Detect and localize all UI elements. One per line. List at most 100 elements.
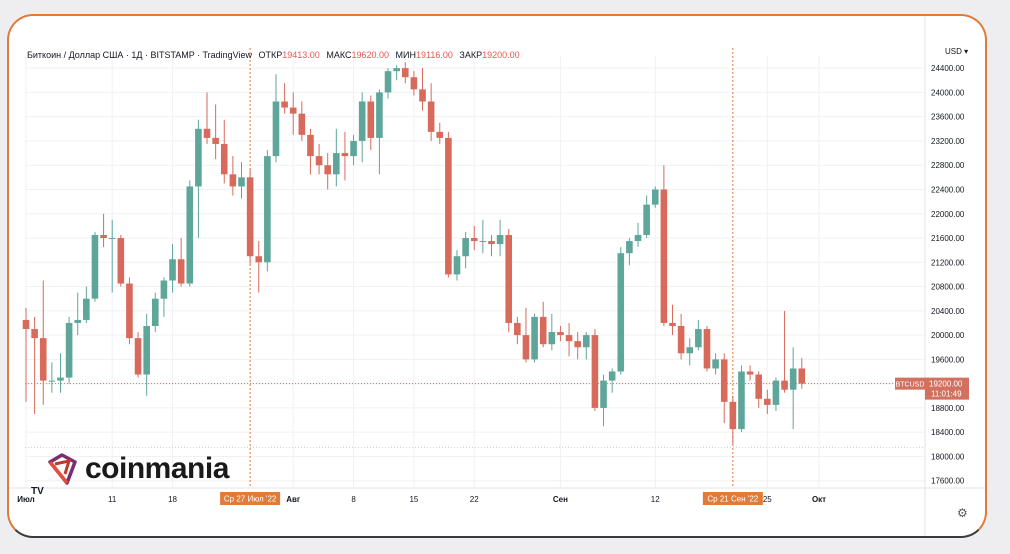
candle-body[interactable]	[298, 113, 306, 135]
candle-body[interactable]	[152, 298, 159, 326]
candle-body[interactable]	[772, 380, 780, 405]
candle-body[interactable]	[48, 380, 56, 382]
price-chart[interactable]: 24400.00 24000.00 23600.00 23200.00 22800.00…	[9, 16, 985, 536]
candle-body[interactable]	[350, 140, 357, 157]
candle-body[interactable]	[634, 234, 642, 242]
candle-body[interactable]	[720, 359, 728, 402]
candle-body[interactable]	[83, 298, 90, 320]
candle-body[interactable]	[755, 374, 762, 399]
candle-body[interactable]	[453, 256, 461, 275]
candle-body[interactable]	[712, 359, 719, 369]
candle-body[interactable]	[462, 238, 469, 257]
candle-body[interactable]	[608, 371, 616, 381]
candle-body[interactable]	[333, 153, 340, 175]
candle-body[interactable]	[264, 156, 271, 263]
candle-body[interactable]	[307, 134, 314, 157]
candle-body[interactable]	[376, 92, 383, 138]
candle-body[interactable]	[496, 234, 504, 245]
currency-selector[interactable]: USD ▾	[945, 47, 969, 56]
candle-body[interactable]	[186, 186, 194, 284]
candle-body[interactable]	[126, 283, 133, 339]
candle-body[interactable]	[565, 335, 573, 342]
candle-body[interactable]	[65, 322, 73, 378]
candle-body[interactable]	[427, 101, 435, 132]
time-tick-label: Окт	[812, 495, 826, 504]
candle-body[interactable]	[798, 368, 806, 384]
candle-body[interactable]	[548, 332, 556, 345]
candle-body[interactable]	[746, 371, 754, 375]
candle-body[interactable]	[229, 174, 237, 187]
candle-body[interactable]	[401, 68, 409, 78]
candle-body[interactable]	[315, 156, 323, 166]
candle-body[interactable]	[91, 234, 99, 299]
candle-body[interactable]	[738, 371, 745, 430]
candle-body[interactable]	[74, 319, 82, 323]
gear-icon[interactable]: ⚙	[957, 506, 968, 520]
candle-body[interactable]	[686, 347, 694, 354]
candle-body[interactable]	[255, 256, 263, 263]
price-tick-label: 20000.00	[931, 331, 965, 340]
candle-body[interactable]	[203, 128, 211, 138]
candle-body[interactable]	[367, 101, 375, 138]
candle-body[interactable]	[703, 329, 711, 369]
candle-body[interactable]	[410, 77, 418, 90]
candle-body[interactable]	[393, 68, 400, 72]
candle-body[interactable]	[384, 71, 392, 93]
candle-body[interactable]	[160, 280, 168, 299]
candle-body[interactable]	[574, 341, 581, 348]
candle-body[interactable]	[324, 165, 331, 175]
candle-body[interactable]	[169, 259, 176, 281]
candle-body[interactable]	[272, 101, 280, 157]
candle-body[interactable]	[358, 101, 366, 141]
candle-body[interactable]	[419, 89, 426, 102]
candle-body[interactable]	[57, 377, 64, 381]
candle-body[interactable]	[591, 335, 599, 408]
candle-body[interactable]	[470, 238, 478, 242]
candle-body[interactable]	[488, 241, 495, 245]
candle-body[interactable]	[660, 189, 668, 323]
candle-body[interactable]	[143, 326, 150, 375]
candle-body[interactable]	[281, 101, 288, 108]
candle-body[interactable]	[436, 131, 444, 138]
candle-body[interactable]	[600, 380, 607, 408]
candle-body[interactable]	[445, 137, 452, 275]
candle-body[interactable]	[117, 238, 125, 284]
candle-body[interactable]	[617, 253, 625, 372]
candle-body[interactable]	[677, 326, 685, 354]
candle-body[interactable]	[505, 234, 513, 323]
candle-body[interactable]	[651, 189, 659, 205]
candle-body[interactable]	[729, 401, 737, 430]
candle-body[interactable]	[764, 398, 771, 405]
candle-body[interactable]	[583, 335, 590, 348]
price-tick-label: 20400.00	[931, 307, 965, 316]
candle-body[interactable]	[220, 143, 228, 175]
candle-body[interactable]	[479, 241, 487, 243]
candle-body[interactable]	[695, 329, 702, 348]
candle-body[interactable]	[522, 335, 530, 360]
candle-body[interactable]	[626, 241, 633, 254]
candle-body[interactable]	[238, 177, 245, 187]
candle-body[interactable]	[531, 316, 538, 360]
candle-body[interactable]	[514, 322, 521, 336]
candle-body[interactable]	[39, 338, 47, 381]
candle-body[interactable]	[108, 238, 116, 240]
time-tick-label: 22	[470, 495, 479, 504]
crosshair-date-tag	[220, 492, 281, 505]
candle-body[interactable]	[134, 338, 142, 375]
candle-body[interactable]	[341, 153, 349, 157]
candle-body[interactable]	[669, 322, 676, 326]
candle-body[interactable]	[557, 332, 564, 336]
candle-body[interactable]	[212, 137, 219, 144]
candle-body[interactable]	[643, 204, 650, 235]
candle-body[interactable]	[100, 234, 107, 239]
candle-body[interactable]	[789, 368, 797, 390]
candle-body[interactable]	[177, 259, 185, 284]
close-label: ЗАКР	[459, 50, 483, 60]
candle-body[interactable]	[31, 329, 38, 339]
candle-body[interactable]	[539, 316, 547, 345]
candle-body[interactable]	[781, 380, 788, 390]
candle-body[interactable]	[246, 177, 254, 257]
candle-body[interactable]	[289, 107, 297, 114]
candle-body[interactable]	[22, 319, 30, 330]
candle-body[interactable]	[195, 128, 202, 187]
